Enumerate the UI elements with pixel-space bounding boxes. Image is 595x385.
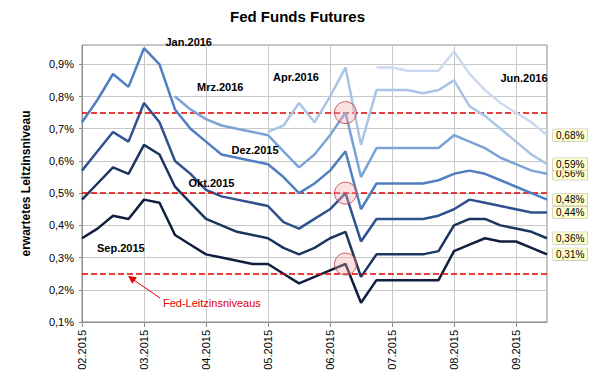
svg-text:0,9%: 0,9%	[49, 58, 74, 70]
svg-text:Mrz.2016: Mrz.2016	[197, 81, 243, 93]
svg-text:0,68%: 0,68%	[556, 130, 584, 141]
svg-text:0,3%: 0,3%	[49, 252, 74, 264]
svg-text:03.2015: 03.2015	[138, 330, 150, 370]
svg-text:Apr.2016: Apr.2016	[273, 71, 319, 83]
svg-text:0,48%: 0,48%	[556, 194, 584, 205]
svg-text:Fed Funds Futures: Fed Funds Futures	[230, 8, 365, 25]
svg-text:02.2015: 02.2015	[76, 330, 88, 370]
svg-text:0,6%: 0,6%	[49, 155, 74, 167]
svg-text:0,44%: 0,44%	[556, 207, 584, 218]
svg-text:Jan.2016: Jan.2016	[166, 36, 212, 48]
svg-text:0,8%: 0,8%	[49, 91, 74, 103]
svg-text:erwartetes Leitzinsniveau: erwartetes Leitzinsniveau	[19, 110, 33, 256]
svg-text:0,36%: 0,36%	[556, 233, 584, 244]
svg-text:07.2015: 07.2015	[386, 330, 398, 370]
svg-text:0,4%: 0,4%	[49, 219, 74, 231]
svg-text:0,31%: 0,31%	[556, 249, 584, 260]
svg-text:08.2015: 08.2015	[448, 330, 460, 370]
svg-text:0,56%: 0,56%	[556, 168, 585, 180]
svg-text:0,2%: 0,2%	[49, 284, 74, 296]
svg-text:0,5%: 0,5%	[49, 187, 74, 199]
svg-text:Fed-Leitzinsniveaus: Fed-Leitzinsniveaus	[163, 297, 261, 309]
svg-text:09.2015: 09.2015	[510, 330, 522, 370]
svg-text:Okt.2015: Okt.2015	[189, 177, 235, 189]
svg-text:Sep.2015: Sep.2015	[97, 242, 145, 254]
svg-text:Jun.2016: Jun.2016	[501, 72, 548, 84]
svg-text:06.2015: 06.2015	[324, 330, 336, 370]
svg-text:0,7%: 0,7%	[49, 123, 74, 135]
svg-text:Dez.2015: Dez.2015	[232, 144, 279, 156]
svg-text:05.2015: 05.2015	[262, 330, 274, 370]
svg-text:0,1%: 0,1%	[49, 316, 74, 328]
svg-text:04.2015: 04.2015	[200, 330, 212, 370]
svg-text:0,59%: 0,59%	[556, 159, 584, 170]
